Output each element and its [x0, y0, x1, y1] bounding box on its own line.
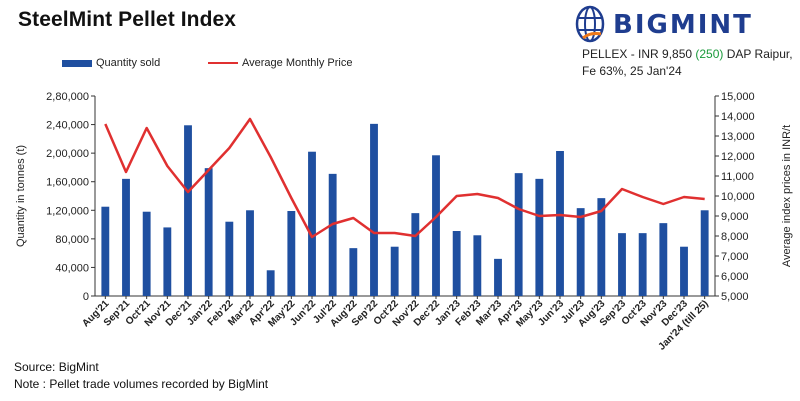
bar-quantity	[556, 151, 564, 296]
bar-quantity	[184, 125, 192, 297]
source-text: Source: BigMint	[14, 360, 99, 374]
bar-quantity	[514, 173, 523, 296]
bar-quantity	[680, 246, 688, 296]
bigmint-globe-icon	[575, 5, 605, 43]
pellex-line1-pre: PELLEX - INR 9,850	[582, 47, 696, 61]
left-axis-label: Quantity in tonnes (t)	[15, 145, 27, 247]
right-axis-label: Average index prices in INR/t	[781, 125, 793, 267]
bar-quantity	[142, 211, 151, 296]
bar-quantity	[101, 206, 110, 296]
right-tick-label: 11,000	[721, 171, 754, 183]
pellex-line2: Fe 63%, 25 Jan'24	[582, 64, 682, 78]
left-tick-label: 1,60,000	[46, 177, 89, 189]
left-tick-label: 0	[83, 291, 89, 303]
left-tick-label: 80,000	[55, 234, 89, 246]
legend-swatch-bar	[62, 60, 92, 67]
right-tick-label: 6,000	[721, 271, 749, 283]
bigmint-logo: BIGMINT	[573, 4, 795, 46]
right-tick-label: 13,000	[721, 131, 755, 143]
legend-label-price: Average Monthly Price	[242, 57, 353, 69]
bar-quantity	[432, 155, 440, 296]
pellex-change: (250)	[695, 47, 724, 61]
right-tick-label: 8,000	[721, 231, 749, 243]
right-tick-label: 5,000	[721, 291, 749, 303]
note-text: Note : Pellet trade volumes recorded by …	[14, 377, 269, 391]
bar-quantity	[328, 173, 337, 296]
bar-quantity	[225, 221, 234, 296]
bar-quantity	[473, 235, 482, 296]
bar-quantity	[659, 223, 668, 296]
bar-quantity	[246, 210, 254, 296]
right-tick-label: 9,000	[721, 211, 749, 223]
left-tick-label: 2,80,000	[46, 91, 89, 103]
bar-quantity	[535, 178, 544, 296]
chart-title: SteelMint Pellet Index	[18, 8, 237, 31]
bar-quantity	[287, 211, 296, 296]
price-line	[104, 117, 705, 239]
left-tick-label: 40,000	[55, 262, 89, 274]
left-tick-label: 2,40,000	[46, 120, 89, 132]
bar-quantity	[122, 178, 130, 296]
bar-quantity	[452, 231, 461, 296]
right-tick-label: 7,000	[721, 251, 749, 263]
bar-quantity	[597, 198, 606, 296]
bar-quantity	[390, 246, 399, 296]
bar-quantity	[638, 233, 647, 296]
right-tick-label: 12,000	[721, 151, 755, 163]
chart-footer: Source: BigMint Note : Pellet trade volu…	[14, 359, 268, 393]
pellex-line1-post: DAP Raipur,	[723, 47, 793, 61]
bar-quantity	[411, 213, 420, 296]
bar-quantity	[163, 227, 172, 296]
bar-quantity	[700, 210, 709, 296]
right-tick-label: 15,000	[721, 91, 755, 103]
left-tick-label: 2,00,000	[46, 148, 89, 160]
brand-name: BIGMINT	[613, 10, 753, 40]
bar-quantity	[308, 151, 316, 296]
right-tick-label: 10,000	[721, 191, 755, 203]
bar-quantity	[266, 270, 275, 296]
left-tick-label: 1,20,000	[46, 205, 89, 217]
bar-quantity	[494, 258, 502, 296]
bar-quantity	[370, 123, 378, 296]
legend-label-quantity: Quantity sold	[96, 57, 161, 69]
pellex-info: PELLEX - INR 9,850 (250) DAP Raipur, Fe …	[582, 46, 797, 80]
legend-swatch-line	[208, 62, 238, 64]
right-tick-label: 14,000	[721, 111, 755, 123]
bar-quantity	[349, 248, 358, 296]
bar-quantity	[576, 208, 585, 296]
bar-quantity	[618, 233, 626, 296]
bar-quantity	[204, 168, 213, 296]
